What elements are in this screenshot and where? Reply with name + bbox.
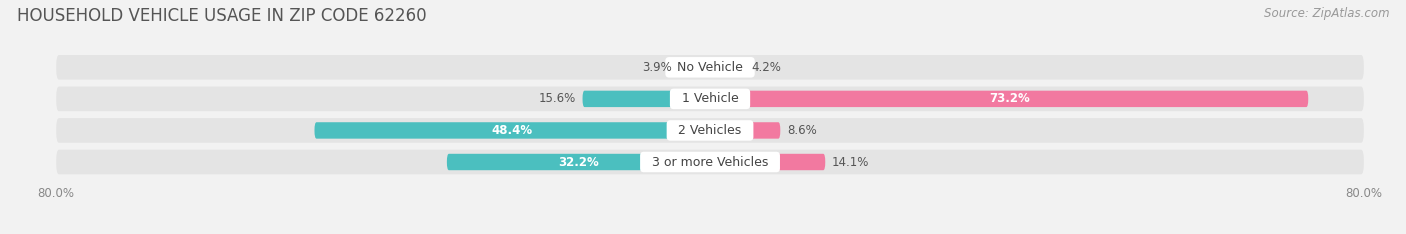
Text: Source: ZipAtlas.com: Source: ZipAtlas.com (1264, 7, 1389, 20)
FancyBboxPatch shape (710, 91, 1308, 107)
Text: 2 Vehicles: 2 Vehicles (671, 124, 749, 137)
Text: 32.2%: 32.2% (558, 156, 599, 168)
Text: 4.2%: 4.2% (751, 61, 780, 74)
FancyBboxPatch shape (678, 59, 710, 76)
Text: 14.1%: 14.1% (832, 156, 869, 168)
Text: 1 Vehicle: 1 Vehicle (673, 92, 747, 105)
Text: 3 or more Vehicles: 3 or more Vehicles (644, 156, 776, 168)
FancyBboxPatch shape (56, 55, 1364, 80)
Text: 15.6%: 15.6% (538, 92, 576, 105)
Text: No Vehicle: No Vehicle (669, 61, 751, 74)
FancyBboxPatch shape (710, 122, 780, 139)
FancyBboxPatch shape (710, 154, 825, 170)
FancyBboxPatch shape (447, 154, 710, 170)
FancyBboxPatch shape (56, 150, 1364, 174)
Text: 73.2%: 73.2% (988, 92, 1029, 105)
Text: 3.9%: 3.9% (643, 61, 672, 74)
FancyBboxPatch shape (56, 118, 1364, 143)
Text: HOUSEHOLD VEHICLE USAGE IN ZIP CODE 62260: HOUSEHOLD VEHICLE USAGE IN ZIP CODE 6226… (17, 7, 426, 25)
FancyBboxPatch shape (582, 91, 710, 107)
FancyBboxPatch shape (710, 59, 744, 76)
FancyBboxPatch shape (315, 122, 710, 139)
FancyBboxPatch shape (56, 87, 1364, 111)
Text: 48.4%: 48.4% (492, 124, 533, 137)
Text: 8.6%: 8.6% (787, 124, 817, 137)
